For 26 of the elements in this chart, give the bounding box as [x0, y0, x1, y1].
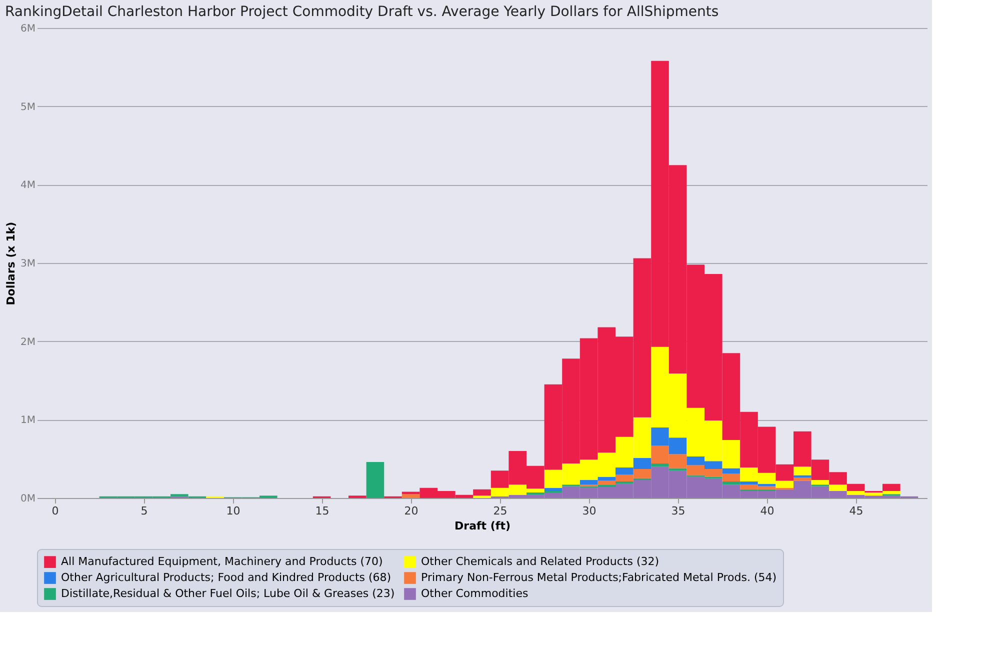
legend-label: Other Commodities — [421, 587, 528, 600]
x-tick-label: 10 — [226, 504, 240, 518]
y-tick-label: 1M — [20, 415, 36, 426]
legend-label: Primary Non-Ferrous Metal Products;Fabricated Metal Prods. (54) — [421, 571, 777, 584]
legend-label: Distillate,Residual & Other Fuel Oils; Lube Oil & Greases (23) — [61, 587, 395, 600]
legend-label: All Manufactured Equipment, Machinery and Products (70) — [61, 555, 383, 568]
legend-label: Other Chemicals and Related Products (32) — [421, 555, 660, 568]
x-tick-label: 20 — [404, 504, 418, 518]
x-tick-label: 5 — [140, 504, 148, 518]
x-tick-label: 30 — [582, 504, 596, 518]
y-axis-title: Dollars (x 1k) — [4, 222, 18, 306]
x-tick-label: 25 — [493, 504, 508, 518]
y-tick-label: 5M — [20, 102, 36, 113]
y-tick-label: 3M — [20, 258, 36, 270]
y-tick-label: 6M — [20, 24, 36, 34]
x-tick-label: 40 — [760, 504, 774, 518]
x-axis-title: Draft (ft) — [454, 520, 510, 532]
chart-title: RankingDetail Charleston Harbor Project Commodity Draft vs. Average Yearly Dollars for AllShipments — [5, 4, 719, 20]
x-tick-label: 45 — [849, 504, 864, 518]
legend-label: Other Agricultural Products; Food and Kindred Products (68) — [61, 571, 392, 584]
y-tick-label: 0M — [20, 494, 36, 504]
x-tick-label: 15 — [315, 504, 330, 518]
y-tick-label: 4M — [20, 180, 36, 192]
x-tick-label: 35 — [671, 504, 686, 518]
x-tick-label: 0 — [52, 504, 59, 518]
y-tick-label: 2M — [20, 336, 36, 348]
